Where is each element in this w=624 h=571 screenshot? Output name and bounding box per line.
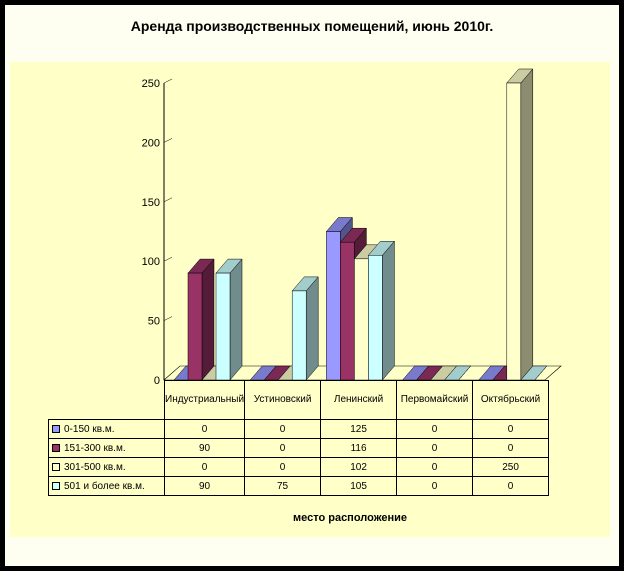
data-cell: 0: [472, 438, 550, 458]
data-cell: 0: [472, 476, 550, 496]
series-name: 501 и более кв.м.: [64, 480, 145, 492]
category-label: Устиновский: [244, 380, 322, 420]
y-tick-label: 150: [142, 197, 160, 209]
data-table-row: 151-300 кв.м. 90 0 116 0 0: [48, 438, 550, 458]
data-cell: 0: [244, 457, 322, 477]
data-cell: 116: [320, 438, 398, 458]
data-table-header-row: Индустриальный Устиновский Ленинский Пер…: [49, 380, 550, 420]
bar: [340, 241, 355, 381]
y-tick-label: 200: [142, 137, 160, 149]
category-label: Ленинский: [320, 380, 398, 420]
data-cell: 0: [396, 457, 474, 477]
bar-side: [305, 276, 319, 381]
series-label: 301-500 кв.м.: [48, 457, 165, 477]
legend-swatch: [52, 443, 60, 452]
bar-side: [520, 68, 534, 381]
y-tick-mark: [163, 197, 173, 203]
chart-title: Аренда производственных помещений, июнь …: [130, 18, 494, 34]
bar-side: [201, 258, 215, 381]
y-tick-mark: [163, 316, 173, 321]
data-table: Индустриальный Устиновский Ленинский Пер…: [48, 380, 550, 496]
y-tick-mark: [163, 78, 173, 84]
data-table-row: 0-150 кв.м. 0 0 125 0 0: [48, 419, 550, 439]
y-tick-label: 100: [142, 256, 160, 268]
series-name: 151-300 кв.м.: [64, 442, 126, 454]
category-label: Индустриальный: [163, 380, 246, 420]
bar: [291, 290, 307, 381]
legend-swatch: [52, 462, 60, 471]
category-label: Первомайский: [396, 380, 474, 420]
bar: [368, 255, 383, 381]
data-cell: 0: [163, 419, 246, 439]
series-name: 301-500 кв.м.: [64, 461, 126, 473]
bar: [187, 272, 203, 381]
data-table-corner: [49, 381, 165, 420]
bar: [326, 231, 341, 381]
y-tick-mark: [163, 138, 173, 143]
bar: [354, 258, 369, 381]
y-tick-label: 250: [142, 78, 160, 90]
y-tick-label: 50: [148, 316, 160, 328]
data-cell: 250: [472, 457, 550, 477]
data-cell: 0: [163, 457, 246, 477]
series-label: 0-150 кв.м.: [48, 419, 165, 439]
data-cell: 102: [320, 457, 398, 477]
data-cell: 0: [396, 476, 474, 496]
series-label: 501 и более кв.м.: [48, 476, 165, 496]
bar-side: [229, 258, 243, 381]
data-table-row: 301-500 кв.м. 0 0 102 0 250: [48, 457, 550, 477]
bar: [215, 272, 231, 381]
data-cell: 90: [163, 476, 246, 496]
data-cell: 75: [244, 476, 322, 496]
data-cell: 90: [163, 438, 246, 458]
legend-swatch: [52, 424, 60, 433]
data-cell: 105: [320, 476, 398, 496]
data-table-row: 501 и более кв.м. 90 75 105 0 0: [48, 476, 550, 496]
y-tick-mark: [163, 256, 173, 262]
x-axis-label: место расположение: [292, 512, 407, 524]
bar: [506, 82, 522, 381]
data-cell: 0: [244, 438, 322, 458]
data-cell: 0: [472, 419, 550, 439]
category-label: Октябрьский: [472, 380, 550, 420]
data-cell: 0: [396, 438, 474, 458]
data-cell: 125: [320, 419, 398, 439]
y-tick-label: 0: [154, 375, 160, 387]
series-name: 0-150 кв.м.: [64, 423, 115, 435]
bar-side: [382, 240, 395, 381]
data-cell: 0: [244, 419, 322, 439]
series-label: 151-300 кв.м.: [48, 438, 165, 458]
data-cell: 0: [396, 419, 474, 439]
legend-swatch: [52, 481, 60, 490]
